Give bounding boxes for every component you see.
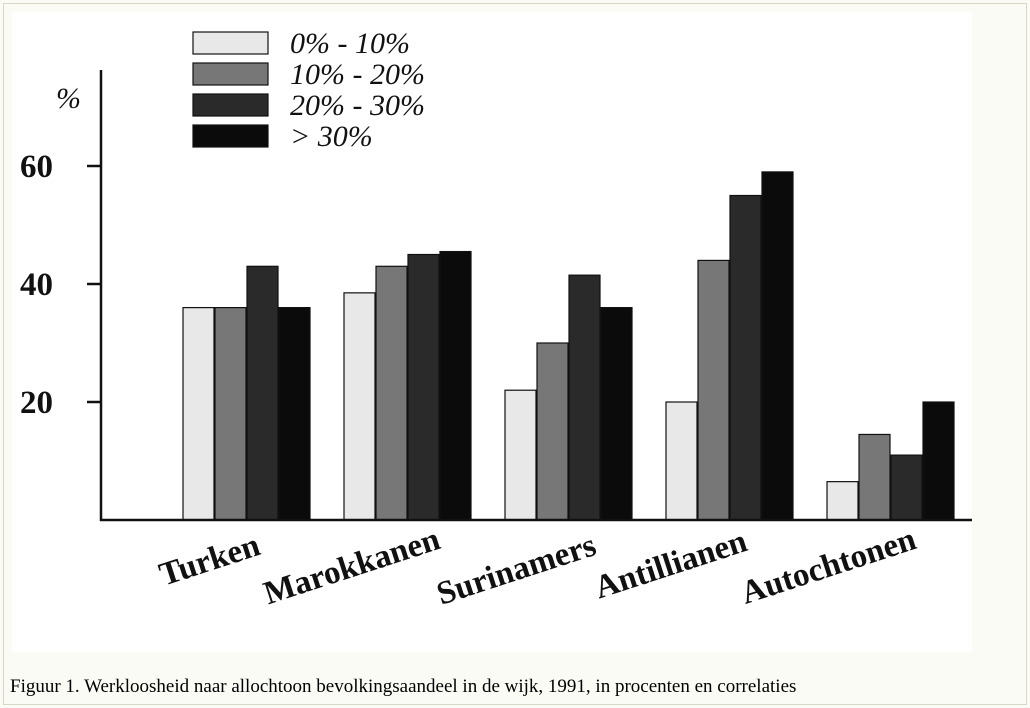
bar-antillianen-30 — [761, 171, 794, 521]
legend-swatch-30 — [192, 124, 269, 148]
legend-swatch-20-30 — [192, 93, 269, 117]
legend-label-30: > 30% — [290, 120, 373, 153]
bar-autochtonen-10-20 — [858, 433, 891, 521]
axes-layer — [99, 70, 972, 522]
chart-panel: 20 40 60% 0% - 10% 10% - 20% 20% - 30% > 30% … — [12, 12, 972, 652]
x-category-label-marokkanen: Marokkanen — [260, 521, 445, 612]
bar-marokkanen-10-20 — [375, 265, 408, 521]
bar-surinamers-30 — [600, 307, 633, 521]
bar-antillianen-20-30 — [729, 194, 762, 521]
category-labels: TurkenMarokkanenSurinamersAntillianenAut… — [155, 521, 920, 612]
bar-autochtonen-0-10 — [826, 481, 859, 521]
x-category-label-turken: Turken — [155, 527, 264, 593]
bar-surinamers-20-30 — [568, 274, 601, 521]
bar-surinamers-0-10 — [504, 389, 537, 521]
bar-marokkanen-30 — [439, 250, 472, 521]
bar-marokkanen-20-30 — [407, 253, 440, 521]
bar-turken-30 — [278, 307, 311, 521]
bar-marokkanen-0-10 — [343, 292, 376, 521]
legend-label-0-10: 0% - 10% — [290, 27, 410, 60]
legend-label-10-20: 10% - 20% — [290, 58, 425, 91]
x-category-label-antillianen: Antillianen — [590, 523, 751, 606]
x-category-label-surinamers: Surinamers — [432, 527, 600, 612]
x-category-label-autochtonen: Autochtonen — [737, 521, 921, 611]
bar-turken-0-10 — [182, 307, 215, 521]
bar-surinamers-10-20 — [536, 342, 569, 521]
legend-swatch-0-10 — [192, 31, 269, 55]
legend: 0% - 10%10% - 20%20% - 30%> 30% — [192, 27, 425, 153]
y-axis-label: % — [56, 82, 81, 115]
bar-antillianen-0-10 — [665, 401, 698, 521]
y-tick-label-60: 60 — [20, 149, 53, 185]
bars-layer — [182, 171, 955, 521]
y-tick-label-20: 20 — [20, 385, 53, 421]
bar-autochtonen-30 — [922, 401, 955, 521]
figure-caption: Figuur 1. Werkloosheid naar allochtoon b… — [10, 676, 797, 697]
bar-antillianen-10-20 — [697, 259, 730, 521]
y-tick-label-40: 40 — [20, 267, 53, 303]
bar-turken-20-30 — [246, 265, 279, 521]
y-ticks-layer: 20 40 60% — [20, 82, 101, 421]
bar-autochtonen-20-30 — [890, 454, 923, 521]
legend-swatch-10-20 — [192, 62, 269, 86]
bar-turken-10-20 — [214, 307, 247, 521]
figure-frame: 20 40 60% 0% - 10% 10% - 20% 20% - 30% > 30% … — [3, 3, 1027, 705]
legend-label-20-30: 20% - 30% — [290, 89, 425, 122]
